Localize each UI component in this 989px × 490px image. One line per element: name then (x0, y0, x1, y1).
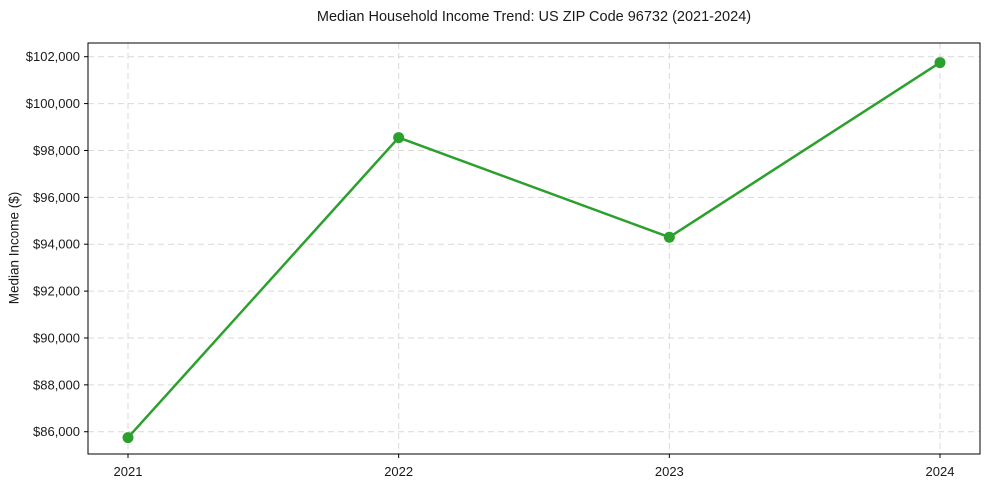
y-tick-label: $98,000 (33, 143, 80, 158)
y-tick-label: $88,000 (33, 377, 80, 392)
data-point-2024 (934, 57, 946, 69)
trend-line (126, 61, 942, 439)
y-tick-label: $96,000 (33, 190, 80, 205)
x-tick-label: 2023 (655, 464, 684, 479)
y-tick-label: $100,000 (26, 96, 80, 111)
y-tick-label: $90,000 (33, 330, 80, 345)
x-tick-label: 2022 (384, 464, 413, 479)
x-tick-label: 2024 (926, 464, 955, 479)
data-point-2021 (122, 432, 134, 444)
y-axis-label: Median Income ($) (6, 191, 22, 305)
y-tick-label: $94,000 (33, 237, 80, 252)
x-tick-label: 2021 (114, 464, 143, 479)
data-point-2022 (393, 132, 405, 144)
chart-title: Median Household Income Trend: US ZIP Co… (316, 9, 752, 25)
y-tick-label: $86,000 (33, 424, 80, 439)
y-tick-label: $102,000 (26, 49, 80, 64)
plot-frame (87, 42, 981, 455)
y-tick-label: $92,000 (33, 284, 80, 299)
data-point-2023 (663, 231, 675, 243)
